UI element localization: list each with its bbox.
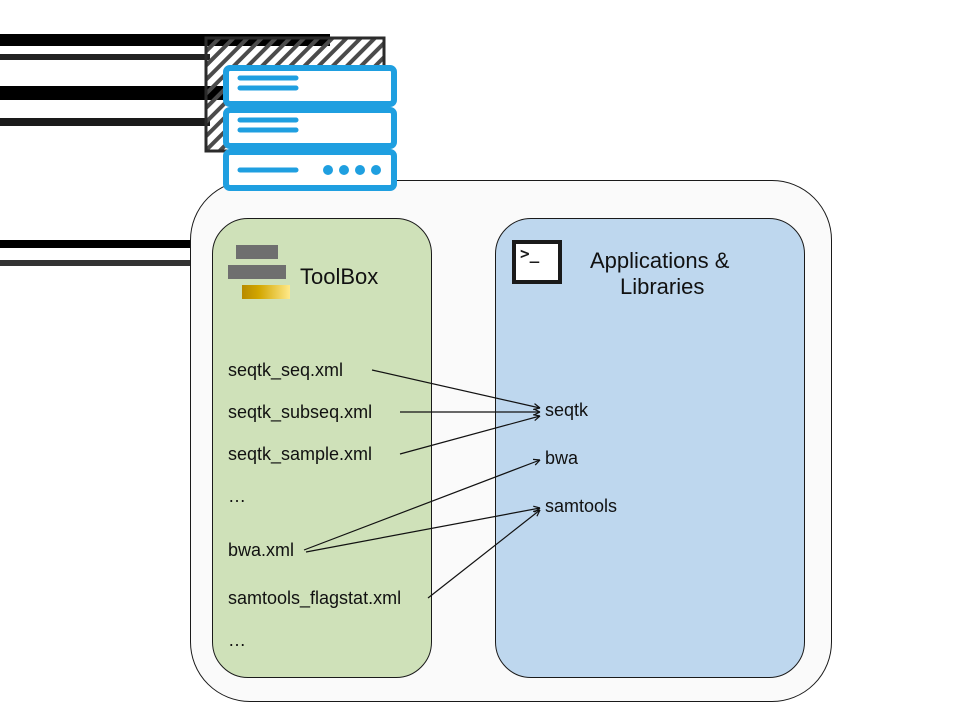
- terminal-icon: >_: [512, 240, 562, 284]
- glitch-bar: [0, 54, 210, 60]
- toolbox-item: …: [228, 486, 246, 507]
- glitch-bar: [0, 240, 196, 248]
- apps-item: samtools: [545, 496, 617, 517]
- toolbox-item: bwa.xml: [228, 540, 294, 561]
- apps-title-line1: Applications &: [590, 248, 729, 274]
- toolbox-item: seqtk_subseq.xml: [228, 402, 372, 423]
- diagram-stage: ToolBox >_ Applications & Libraries seqt…: [0, 0, 960, 720]
- glitch-bar: [0, 260, 196, 266]
- toolbox-item: seqtk_seq.xml: [228, 360, 343, 381]
- apps-title-line2: Libraries: [620, 274, 704, 300]
- toolbox-title: ToolBox: [300, 264, 378, 290]
- apps-item: seqtk: [545, 400, 588, 421]
- toolbox-item: seqtk_sample.xml: [228, 444, 372, 465]
- apps-item: bwa: [545, 448, 578, 469]
- toolbox-item: samtools_flagstat.xml: [228, 588, 401, 609]
- glitch-bar: [0, 86, 260, 100]
- glitch-bar: [0, 118, 210, 126]
- toolbox-item: …: [228, 630, 246, 651]
- terminal-prompt: >_: [520, 244, 539, 263]
- glitch-bar: [0, 34, 330, 46]
